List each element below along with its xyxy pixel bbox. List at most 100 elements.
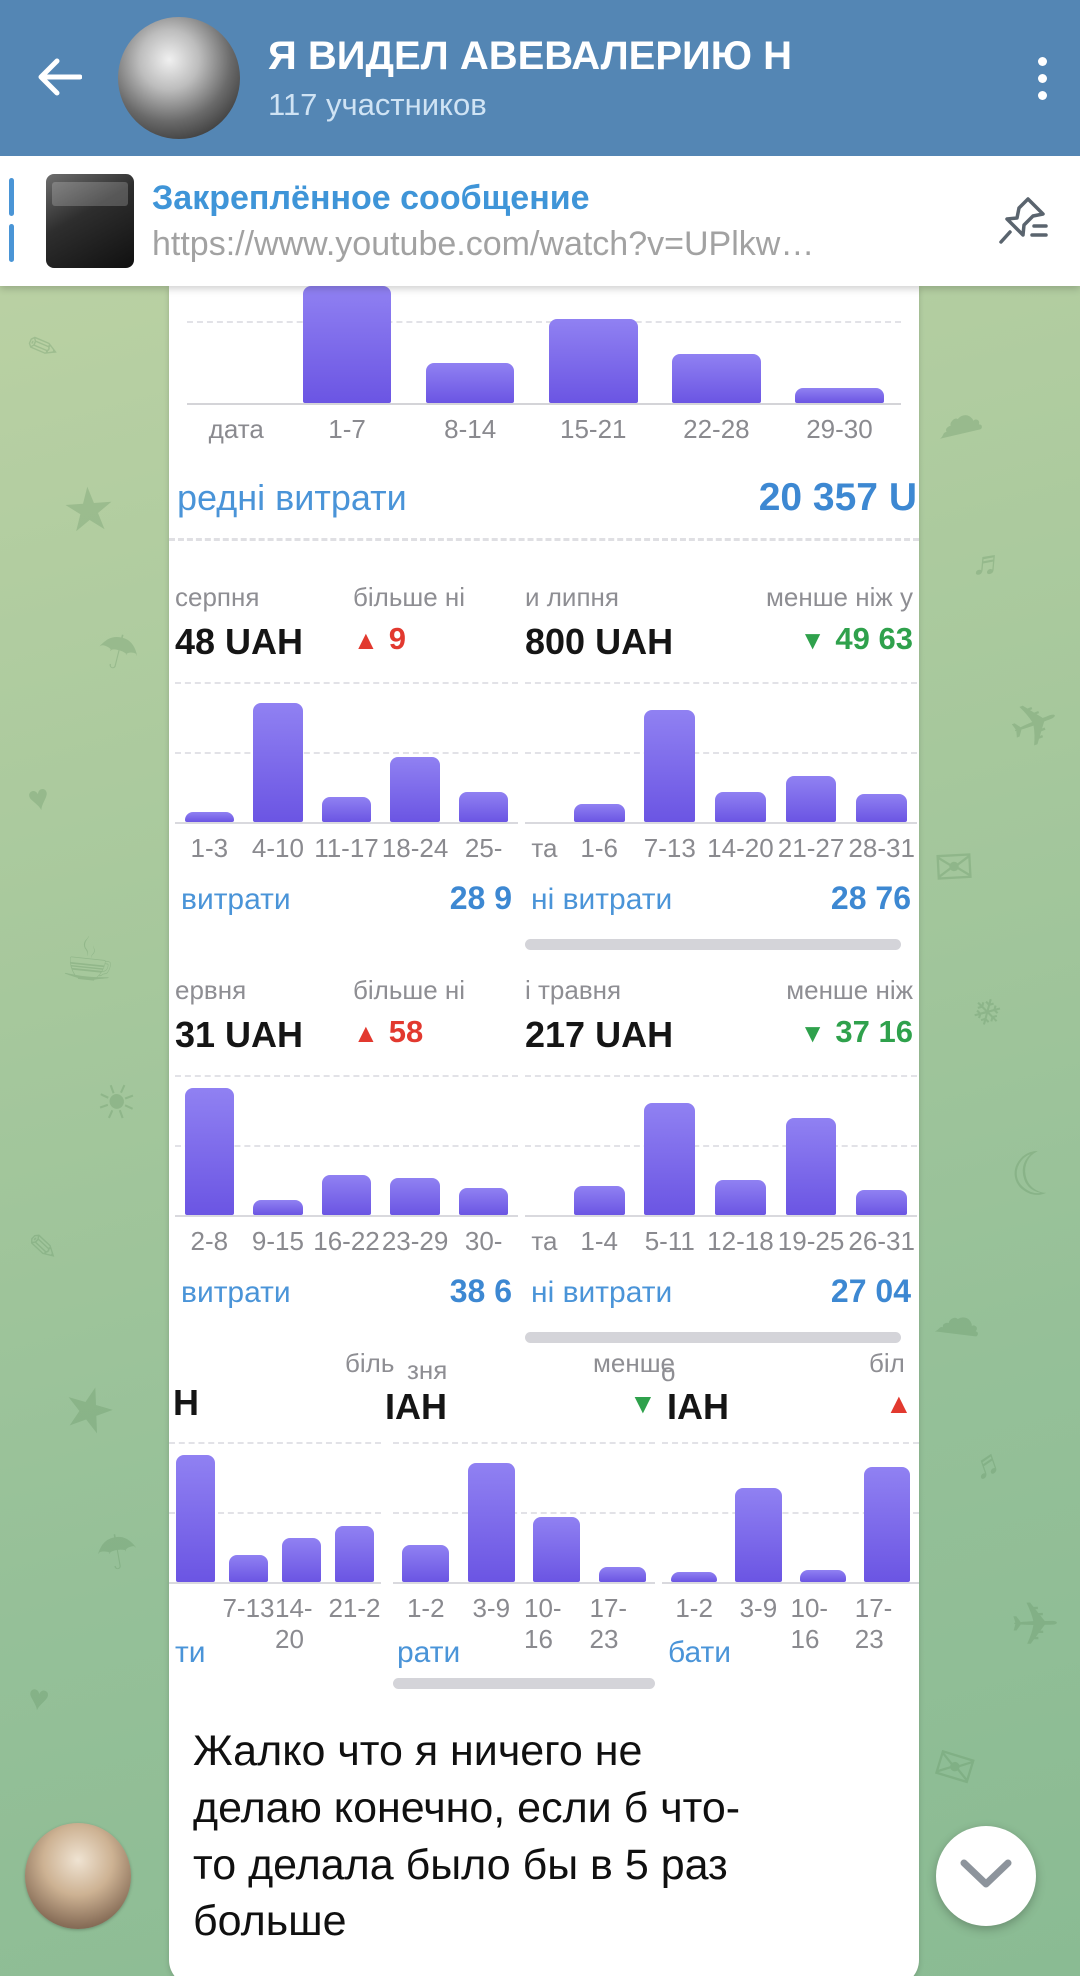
chart-bar: [184, 812, 234, 822]
pinned-message-bar[interactable]: Закреплённое сообщение https://www.youtu…: [0, 156, 1080, 286]
spend-value: 27 04: [830, 1273, 911, 1309]
chart-bar: [425, 363, 515, 403]
pinned-message-label: Закреплённое сообщение: [152, 178, 590, 217]
chart-bar: [458, 792, 509, 822]
chart-axis-label: 30-: [464, 1226, 503, 1256]
back-arrow-icon: [36, 58, 83, 99]
chart-bar: [573, 1186, 625, 1215]
chart-month-fragment: о: [661, 1357, 676, 1387]
chart-card-header: и липня 800 UAH менше ніж у ▼ 49 63: [525, 582, 917, 682]
chart-axis-label: 26-31: [848, 1226, 915, 1256]
chart-bar: [229, 1555, 268, 1582]
chart-axis-label: 11-17: [314, 833, 379, 863]
spend-label-fragment: рати: [397, 1636, 461, 1669]
spend-label: витрати: [181, 1276, 291, 1309]
chat-title: Я ВИДЕЛ АВЕВАЛЕРИЮ Н: [268, 33, 793, 78]
chat-area: дата 1-7 8-14 15-21 22-28 29-30 редні витрати…: [0, 286, 1080, 1976]
bar-chart-overview: дата 1-7 8-14 15-21 22-28 29-30: [187, 286, 901, 445]
chart-delta-value: 58: [388, 1014, 424, 1049]
chart-axis-label: 3-9: [739, 1593, 778, 1623]
chart-delta-value: 49 63: [835, 621, 913, 656]
chart-compare-fragment: біль: [345, 1348, 395, 1378]
bar-chart-august: 1-3 4-10 11-17 18-24 25-: [175, 682, 518, 864]
arrow-up-icon: ▲: [353, 625, 379, 655]
chart-axis-label: 1-2: [675, 1593, 713, 1623]
summary-value: 20 357 U: [758, 476, 917, 519]
bar-chart-partial-right: 1-2 3-9 10-16 17-23: [662, 1442, 919, 1655]
chart-bar: [176, 1455, 215, 1582]
arrow-up-icon: ▲: [885, 1388, 913, 1419]
chart-card-august: серпня 48 UAH більше ні ▲ 9 1-3 4-10 11-17 1…: [175, 582, 518, 917]
message-image[interactable]: дата 1-7 8-14 15-21 22-28 29-30 редні витрати…: [169, 286, 919, 1693]
chart-axis-label: 28-31: [848, 833, 915, 863]
chart-axis-label: 12-18: [707, 1226, 774, 1256]
chat-header[interactable]: Я ВИДЕЛ АВЕВАЛЕРИЮ Н 117 участников: [0, 0, 1080, 156]
bar-chart-may: та 1-4 5-11 12-18 19-25 26-31: [525, 1075, 917, 1257]
chart-card-header: і травня 217 UAH менше ніж ▼ 37 16: [525, 975, 917, 1075]
chart-compare-fragment: біл: [869, 1348, 905, 1378]
chart-bar: [856, 1190, 908, 1215]
chart-axis-label: 1-2: [406, 1593, 445, 1623]
chart-bar: [253, 703, 303, 822]
pinned-list-button[interactable]: [990, 192, 1056, 251]
menu-button[interactable]: [1004, 0, 1080, 156]
horizontal-scrollbar[interactable]: [393, 1678, 655, 1689]
kebab-dot: [1037, 90, 1047, 100]
chart-axis-label: 1-7: [328, 414, 366, 444]
pinned-thumbnail: [46, 174, 134, 268]
chart-amount: 800 UAH: [525, 621, 674, 662]
chart-bar: [598, 1567, 646, 1582]
chart-amount-fragment: ІАН: [667, 1386, 729, 1427]
message-text: Жалко что я ничего не делаю конечно, есл…: [193, 1727, 741, 1946]
chart-summary-row: редні витрати 20 357 U: [177, 476, 917, 520]
scroll-to-bottom-button[interactable]: [936, 1826, 1036, 1926]
chart-bar: [785, 1118, 837, 1215]
horizontal-scrollbar[interactable]: [525, 1332, 902, 1343]
spend-label: витрати: [181, 883, 291, 916]
chart-axis-label: дата: [208, 414, 264, 444]
chart-axis-label: [169, 1584, 222, 1655]
chart-amount: 217 UAH: [525, 1014, 674, 1055]
chart-bar: [644, 1103, 696, 1215]
chart-bar: [863, 1467, 910, 1582]
pinned-message-preview: https://www.youtube.com/watch?v=UPlkw…: [152, 224, 815, 263]
sender-avatar[interactable]: [25, 1823, 131, 1929]
chart-bar: [321, 1175, 372, 1215]
message-bubble[interactable]: дата 1-7 8-14 15-21 22-28 29-30 редні витрати…: [169, 286, 919, 1976]
chart-axis-label: 21-27: [777, 833, 845, 863]
arrow-down-icon: ▼: [629, 1388, 657, 1419]
chart-bar: [573, 804, 625, 822]
chart-bar: [458, 1188, 509, 1215]
horizontal-scrollbar[interactable]: [525, 939, 902, 950]
chart-axis-label: 5-11: [644, 1226, 695, 1256]
spend-label: ні витрати: [531, 1276, 673, 1309]
chart-card-header: ервня 31 UAH більше ні ▲ 58: [175, 975, 518, 1075]
chart-row-partial: біль зня Н ІАН менше ▼ ІАН о біл ▲ 7-13 1…: [169, 1346, 919, 1693]
chart-amount: 48 UAH: [175, 621, 304, 662]
chart-month-label: і травня: [525, 975, 622, 1005]
chart-card-footer: ні витрати 27 04: [525, 1273, 917, 1310]
spend-value: 38 6: [449, 1273, 512, 1309]
chart-bar: [253, 1200, 303, 1215]
chart-axis-label: 1-6: [580, 833, 618, 863]
chart-bar: [671, 1572, 718, 1582]
chart-bar: [795, 388, 884, 403]
chart-axis-label: 17-23: [589, 1593, 628, 1654]
chart-axis-label: та: [531, 833, 558, 863]
chart-axis-label: та: [531, 1226, 558, 1256]
chart-bar: [390, 757, 440, 822]
chart-axis-label: 10-16: [790, 1593, 829, 1654]
chart-axis-label: 3-9: [472, 1593, 511, 1623]
chart-bar: [467, 1463, 515, 1582]
chart-bar: [390, 1178, 440, 1215]
chart-amount-fragment: Н: [173, 1382, 199, 1423]
back-button[interactable]: [0, 0, 118, 156]
chart-card-footer: ні витрати 28 76: [525, 880, 917, 917]
spend-label: ні витрати: [531, 883, 673, 916]
group-avatar[interactable]: [118, 17, 240, 139]
chart-axis-label: 18-24: [381, 833, 449, 863]
chart-bar: [714, 792, 766, 822]
chart-month-label: серпня: [175, 582, 260, 612]
chart-axis-label: 25-: [464, 833, 503, 863]
